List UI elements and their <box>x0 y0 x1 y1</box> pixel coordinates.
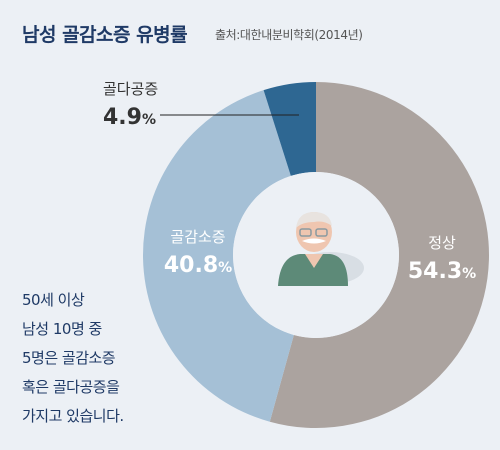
slice-label-0: 정상 <box>428 234 456 252</box>
slice-label-1: 골감소증 <box>170 228 225 246</box>
slice-label-2: 골다공증 <box>103 80 158 98</box>
slice-value-2: 4.9% <box>103 105 156 130</box>
summary-line-2: 남성 10명 중 <box>22 320 102 338</box>
summary-line-1: 50세 이상 <box>22 291 85 309</box>
chart-title: 남성 골감소증 유병률 <box>22 24 188 46</box>
summary-note: 50세 이상 남성 10명 중 5명은 골감소증 혹은 골다공증을 가지고 있습… <box>22 286 124 431</box>
slice-0 <box>269 82 490 429</box>
summary-line-5: 가지고 있습니다. <box>22 407 124 425</box>
elderly-man-icon <box>278 212 364 286</box>
slice-value-0: 54.3% <box>408 259 476 284</box>
slice-2 <box>263 82 316 176</box>
slice-value-1: 40.8% <box>164 253 232 278</box>
summary-line-3: 5명은 골감소증 <box>22 349 116 367</box>
source-note: 출처:대한내분비학회(2014년) <box>215 28 363 42</box>
slice-1 <box>143 90 294 422</box>
summary-line-4: 혹은 골다공증을 <box>22 378 120 396</box>
